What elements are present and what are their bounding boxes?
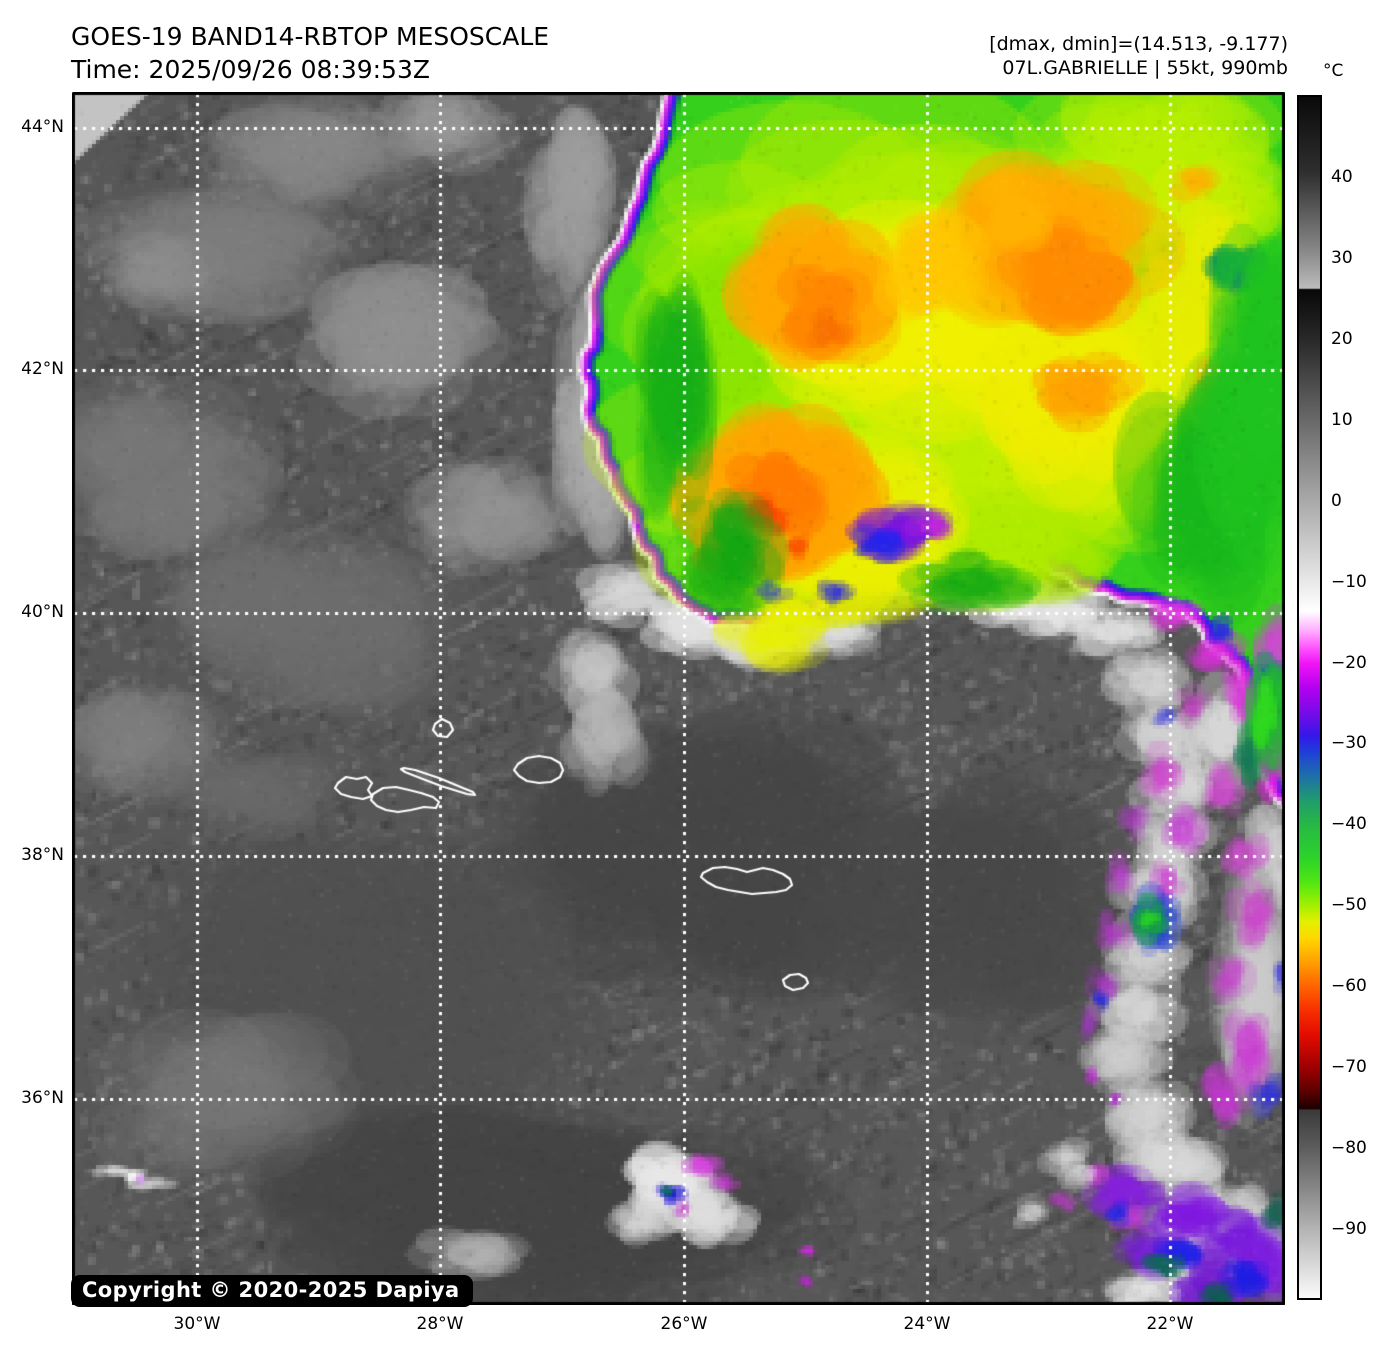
colorbar-tick-label: −80 (1331, 1137, 1367, 1158)
lon-tick-label: 28°W (416, 1314, 464, 1334)
copyright-badge: Copyright © 2020-2025 Dapiya (71, 1275, 473, 1307)
colorbar-unit-label: °C (1323, 61, 1344, 81)
colorbar-tick-label: −50 (1331, 895, 1367, 916)
colorbar-tick-label: 10 (1331, 409, 1353, 430)
colorbar-tick-label: 30 (1331, 248, 1353, 269)
annotation-dmax-dmin: [dmax, dmin]=(14.513, -9.177) (989, 33, 1288, 55)
colorbar-tick-label: 0 (1331, 490, 1342, 511)
figure-timestamp: Time: 2025/09/26 08:39:53Z (71, 55, 430, 84)
lat-tick-label: 38°N (21, 845, 64, 865)
colorbar-tick-label: −90 (1331, 1218, 1367, 1239)
lat-tick-label: 44°N (21, 117, 64, 137)
annotation-storm-info: 07L.GABRIELLE | 55kt, 990mb (1002, 57, 1288, 79)
lon-tick-label: 26°W (660, 1314, 708, 1334)
satellite-image-canvas (72, 92, 1285, 1305)
colorbar-tick-label: −10 (1331, 571, 1367, 592)
lat-tick-label: 42°N (21, 359, 64, 379)
colorbar-tick-label: 20 (1331, 329, 1353, 350)
lat-tick-label: 36°N (21, 1088, 64, 1108)
lon-tick-label: 30°W (173, 1314, 221, 1334)
figure-title: GOES-19 BAND14-RBTOP MESOSCALE (71, 22, 550, 51)
lon-tick-label: 24°W (903, 1314, 951, 1334)
colorbar-tick-label: −30 (1331, 733, 1367, 754)
lon-tick-label: 22°W (1146, 1314, 1194, 1334)
colorbar-tick-label: 40 (1331, 167, 1353, 188)
colorbar-tick-label: −60 (1331, 976, 1367, 997)
colorbar (1297, 95, 1322, 1300)
satellite-map: Copyright © 2020-2025 Dapiya (71, 92, 1285, 1307)
colorbar-tick-label: −70 (1331, 1056, 1367, 1077)
lat-tick-label: 40°N (21, 602, 64, 622)
colorbar-tick-label: −40 (1331, 814, 1367, 835)
colorbar-tick-label: −20 (1331, 652, 1367, 673)
